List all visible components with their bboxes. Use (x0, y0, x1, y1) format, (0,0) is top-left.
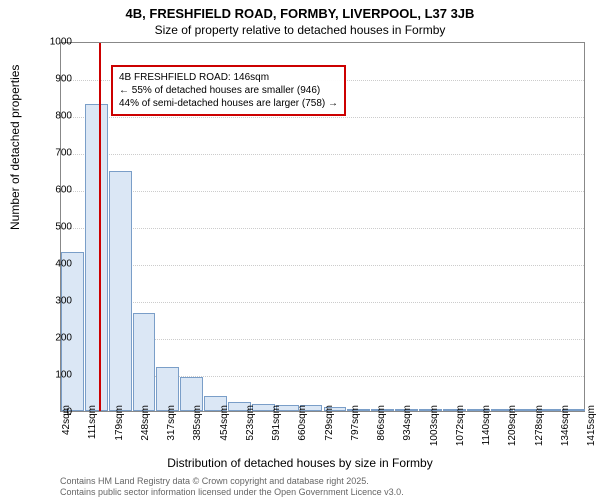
y-tick: 1000 (50, 37, 72, 48)
x-tick: 591sqm (271, 405, 282, 441)
x-tick: 523sqm (245, 405, 256, 441)
x-tick: 1072sqm (455, 405, 466, 446)
x-tick: 1003sqm (429, 405, 440, 446)
chart-subtitle: Size of property relative to detached ho… (0, 21, 600, 37)
y-tick: 200 (55, 333, 72, 344)
y-tick: 500 (55, 222, 72, 233)
x-axis-label: Distribution of detached houses by size … (0, 456, 600, 470)
y-axis-label: Number of detached properties (8, 65, 22, 230)
gridline (61, 117, 584, 118)
y-tick: 800 (55, 111, 72, 122)
x-tick: 248sqm (140, 405, 151, 441)
plot-area: 42sqm111sqm179sqm248sqm317sqm385sqm454sq… (60, 42, 585, 412)
x-tick: 934sqm (402, 405, 413, 441)
x-tick: 1346sqm (560, 405, 571, 446)
annotation-line1: 4B FRESHFIELD ROAD: 146sqm (119, 71, 338, 84)
x-tick: 179sqm (114, 405, 125, 441)
annotation-line3: 44% of semi-detached houses are larger (… (119, 97, 338, 110)
gridline (61, 228, 584, 229)
x-tick: 866sqm (376, 405, 387, 441)
gridline (61, 154, 584, 155)
x-tick: 317sqm (166, 405, 177, 441)
x-tick: 797sqm (350, 405, 361, 441)
x-tick: 1278sqm (534, 405, 545, 446)
annotation-box: 4B FRESHFIELD ROAD: 146sqm← 55% of detac… (111, 65, 346, 116)
histogram-bar (133, 313, 156, 411)
gridline (61, 302, 584, 303)
x-tick: 660sqm (297, 405, 308, 441)
y-tick: 300 (55, 296, 72, 307)
histogram-bar (109, 171, 132, 412)
y-tick: 0 (66, 407, 72, 418)
annotation-line2: ← 55% of detached houses are smaller (94… (119, 84, 338, 97)
x-tick: 729sqm (324, 405, 335, 441)
y-tick: 900 (55, 74, 72, 85)
y-tick: 600 (55, 185, 72, 196)
x-tick: 454sqm (219, 405, 230, 441)
x-tick: 1209sqm (507, 405, 518, 446)
y-tick: 100 (55, 370, 72, 381)
x-tick: 1140sqm (481, 405, 492, 445)
x-tick: 111sqm (87, 405, 98, 439)
property-marker-line (99, 43, 101, 411)
chart-container: 4B, FRESHFIELD ROAD, FORMBY, LIVERPOOL, … (0, 0, 600, 500)
footer-line1: Contains HM Land Registry data © Crown c… (60, 476, 404, 487)
histogram-bar (61, 252, 84, 411)
footer-line2: Contains public sector information licen… (60, 487, 404, 498)
x-tick: 385sqm (192, 405, 203, 441)
x-tick: 1415sqm (586, 405, 597, 446)
gridline (61, 265, 584, 266)
gridline (61, 191, 584, 192)
y-tick: 700 (55, 148, 72, 159)
y-tick: 400 (55, 259, 72, 270)
chart-title: 4B, FRESHFIELD ROAD, FORMBY, LIVERPOOL, … (0, 0, 600, 21)
footer-attribution: Contains HM Land Registry data © Crown c… (60, 476, 404, 498)
histogram-bar (85, 104, 108, 411)
